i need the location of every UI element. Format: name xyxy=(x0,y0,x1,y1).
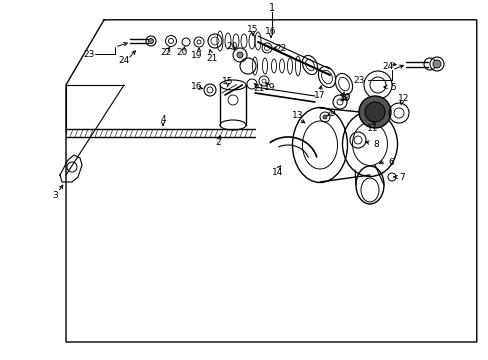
Text: 12: 12 xyxy=(398,94,409,103)
Text: 11: 11 xyxy=(366,123,378,132)
Text: 5: 5 xyxy=(389,82,395,91)
Text: 3: 3 xyxy=(52,190,58,199)
Text: 16: 16 xyxy=(264,27,276,36)
Text: 20: 20 xyxy=(226,41,237,50)
Text: 24: 24 xyxy=(118,55,129,64)
Text: 20: 20 xyxy=(176,48,187,57)
Text: 13: 13 xyxy=(292,111,303,120)
Circle shape xyxy=(358,96,390,128)
Text: 18: 18 xyxy=(339,94,350,103)
Text: 23: 23 xyxy=(352,76,364,85)
Text: 2: 2 xyxy=(215,138,221,147)
Text: 1: 1 xyxy=(268,3,274,13)
Circle shape xyxy=(148,39,153,44)
Text: 9: 9 xyxy=(328,108,334,117)
Text: 15: 15 xyxy=(222,77,233,86)
Circle shape xyxy=(237,52,243,58)
Text: 23: 23 xyxy=(83,50,94,59)
Text: 21: 21 xyxy=(253,84,264,93)
Text: 16: 16 xyxy=(191,81,203,90)
Circle shape xyxy=(432,60,440,68)
Text: 15: 15 xyxy=(247,24,258,33)
Text: 10: 10 xyxy=(340,93,351,102)
Text: 8: 8 xyxy=(372,140,378,149)
Text: 24: 24 xyxy=(382,62,393,71)
Text: 21: 21 xyxy=(206,54,217,63)
Circle shape xyxy=(323,115,326,119)
Text: 7: 7 xyxy=(398,172,404,181)
Text: 22: 22 xyxy=(275,44,286,53)
Text: 22: 22 xyxy=(160,48,171,57)
Text: 4: 4 xyxy=(160,114,165,123)
Text: 17: 17 xyxy=(314,90,325,99)
Circle shape xyxy=(364,102,384,122)
Text: 19: 19 xyxy=(264,82,275,91)
Text: 6: 6 xyxy=(387,158,393,166)
Text: 19: 19 xyxy=(191,50,203,59)
Text: 14: 14 xyxy=(272,167,283,176)
